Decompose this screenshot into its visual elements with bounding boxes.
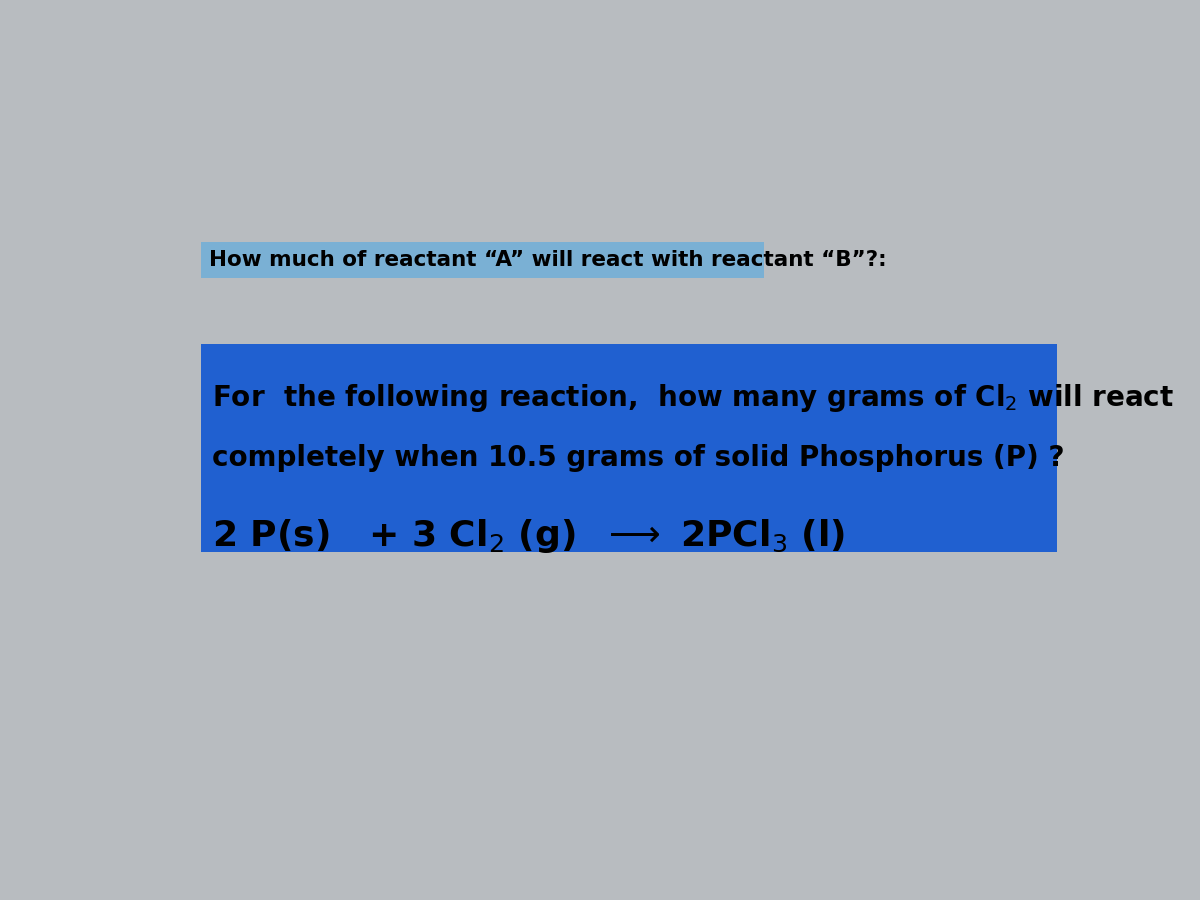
FancyBboxPatch shape <box>202 242 764 278</box>
Text: For  the following reaction,  how many grams of Cl$_2$ will react: For the following reaction, how many gra… <box>212 382 1174 414</box>
FancyBboxPatch shape <box>202 344 1057 552</box>
Text: How much of reactant “A” will react with reactant “B”?:: How much of reactant “A” will react with… <box>209 250 887 270</box>
Text: 2 P(s)   + 3 Cl$_2$ (g)  $\longrightarrow$ 2PCl$_3$ (l): 2 P(s) + 3 Cl$_2$ (g) $\longrightarrow$ … <box>212 517 846 555</box>
Text: completely when 10.5 grams of solid Phosphorus (P) ?: completely when 10.5 grams of solid Phos… <box>212 444 1064 472</box>
